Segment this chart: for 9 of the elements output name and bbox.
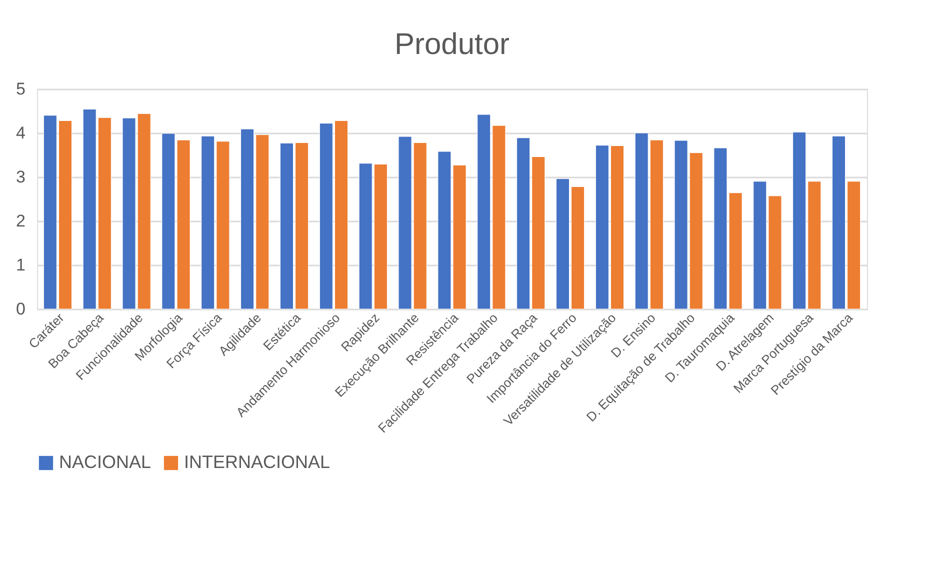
y-tick-label: 5 <box>16 80 26 98</box>
y-tick-label: 1 <box>16 256 26 274</box>
y-tick-label: 2 <box>16 212 26 230</box>
legend-label: INTERNACIONAL <box>184 452 330 472</box>
y-tick-label: 0 <box>16 300 26 318</box>
y-tick-label: 4 <box>16 124 26 142</box>
y-tick-label: 3 <box>16 168 26 186</box>
chart-title: Produtor <box>394 28 510 61</box>
legend-label: NACIONAL <box>59 452 152 472</box>
